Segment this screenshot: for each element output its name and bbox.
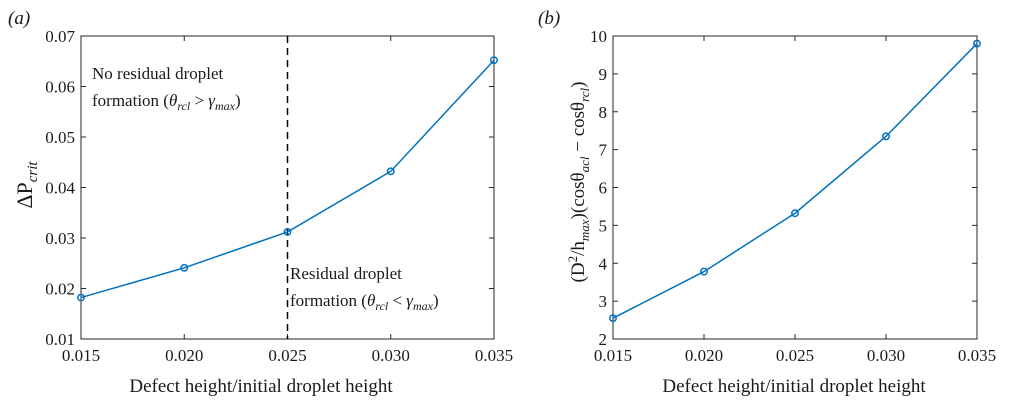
x-tick-label: 0.020: [165, 346, 203, 365]
x-tick-label: 0.030: [867, 346, 905, 365]
panel-b-label: (b): [538, 8, 560, 29]
y-tick-label: 0.07: [45, 27, 75, 46]
data-point: [77, 293, 85, 302]
y-tick-label: 8: [599, 103, 608, 122]
panel-a-series-line: [80, 59, 495, 299]
panel-b: (b) 0.015 0.020 0.025 0.030 0.0352345678910 …: [538, 8, 996, 397]
x-tick-label: 0.035: [958, 346, 996, 365]
panel-b-xlabel: Defect height/initial droplet height: [662, 376, 926, 397]
panel-a-markers: [77, 56, 498, 302]
y-tick-label: 9: [599, 65, 608, 84]
panel-a: (a) 0.015 0.020 0.025 0.030 0.0350.010.020.0…: [8, 8, 513, 397]
y-tick-label: 3: [599, 292, 608, 311]
data-point: [973, 39, 981, 48]
annotation-no-residual-line1: No residual droplet: [92, 64, 224, 83]
x-tick-label: 0.025: [268, 346, 306, 365]
y-tick-label: 0.02: [45, 280, 75, 299]
panel-b-axes-box: [612, 35, 978, 340]
data-point: [791, 209, 799, 218]
x-tick-label: 0.015: [62, 346, 100, 365]
x-tick-label: 0.035: [475, 346, 513, 365]
panel-b-series-line: [612, 43, 978, 319]
y-tick-label: 0.04: [45, 179, 75, 198]
y-tick-label: 4: [599, 254, 608, 273]
data-point: [609, 314, 617, 323]
x-tick-label: 0.030: [372, 346, 410, 365]
x-tick-label: 0.020: [685, 346, 723, 365]
x-tick-label: 0.015: [594, 346, 632, 365]
y-tick-label: 7: [599, 141, 608, 160]
annotation-residual-line2: formation (θrcl < γmax): [290, 291, 439, 313]
panel-a-axes-box: [80, 35, 495, 340]
y-tick-label: 5: [599, 216, 608, 235]
panel-a-ylabel: ΔPcrit: [12, 161, 41, 209]
data-point: [283, 227, 292, 236]
y-tick-label: 0.03: [45, 229, 75, 248]
y-tick-label: 10: [590, 27, 607, 46]
panel-a-ticks: 0.015 0.020 0.025 0.030 0.035 0.01 0.02 0.03 0.0…: [45, 27, 513, 365]
data-point: [700, 267, 708, 276]
y-tick-label: 0.01: [45, 330, 75, 349]
annotation-no-residual-line2: formation (θrcl > γmax): [92, 91, 241, 113]
data-point: [882, 132, 890, 141]
y-tick-label: 6: [599, 179, 608, 198]
panel-a-xlabel: Defect height/initial droplet height: [129, 376, 393, 397]
data-point: [490, 56, 498, 65]
annotation-residual-line1: Residual droplet: [290, 264, 402, 283]
panel-b-ticks: 0.015 0.020 0.025 0.030 0.035 2 3 4 5 6 7 8 9 10: [590, 27, 996, 365]
y-tick-label: 0.05: [45, 128, 75, 147]
x-tick-label: 0.025: [776, 346, 814, 365]
y-tick-label: 2: [599, 330, 608, 349]
panel-b-ylabel: (D2/hmax)(cosθacl − cosθrcl): [565, 82, 592, 283]
panel-a-label: (a): [8, 8, 30, 29]
panel-b-markers: [609, 39, 981, 323]
data-point: [386, 167, 395, 176]
data-point: [180, 263, 189, 272]
y-tick-label: 0.06: [45, 78, 75, 97]
